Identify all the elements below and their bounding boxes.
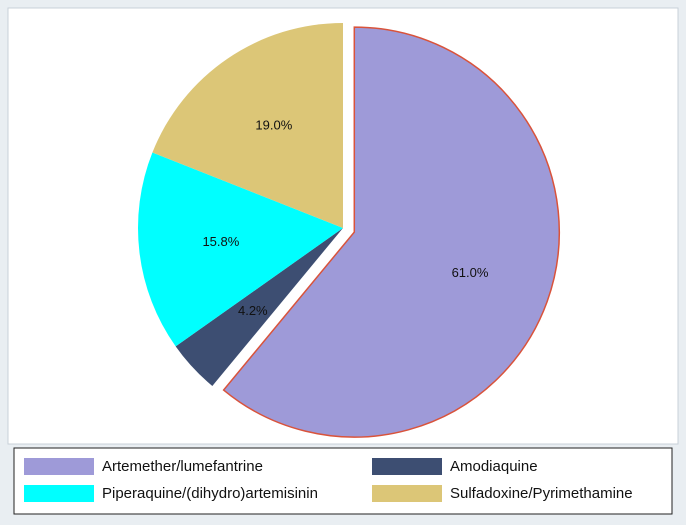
pie-slice: [175, 228, 343, 386]
legend-label: Artemether/lumefantrine: [102, 458, 263, 475]
data-label: 15.8%: [202, 234, 239, 249]
legend-swatch: [372, 458, 442, 475]
pie-slice: [138, 152, 343, 347]
pie-slice: [152, 23, 343, 228]
data-label: 19.0%: [255, 118, 292, 133]
pie: 61.0% 4.2% 15.8% 19.0%: [138, 23, 561, 438]
data-label: 4.2%: [238, 303, 268, 318]
legend-swatch: [24, 485, 94, 502]
legend-label: Amodiaquine: [450, 458, 538, 475]
data-label: 61.0%: [452, 265, 489, 280]
legend-swatch: [24, 458, 94, 475]
legend-label: Piperaquine/(dihydro)artemisinin: [102, 485, 318, 502]
legend-swatch: [372, 485, 442, 502]
legend-label: Sulfadoxine/Pyrimethamine: [450, 485, 633, 502]
pie-slice: [222, 26, 561, 438]
legend-box: [13, 447, 673, 515]
legend: Artemether/lumefantrine Amodiaquine Pipera…: [24, 458, 633, 502]
